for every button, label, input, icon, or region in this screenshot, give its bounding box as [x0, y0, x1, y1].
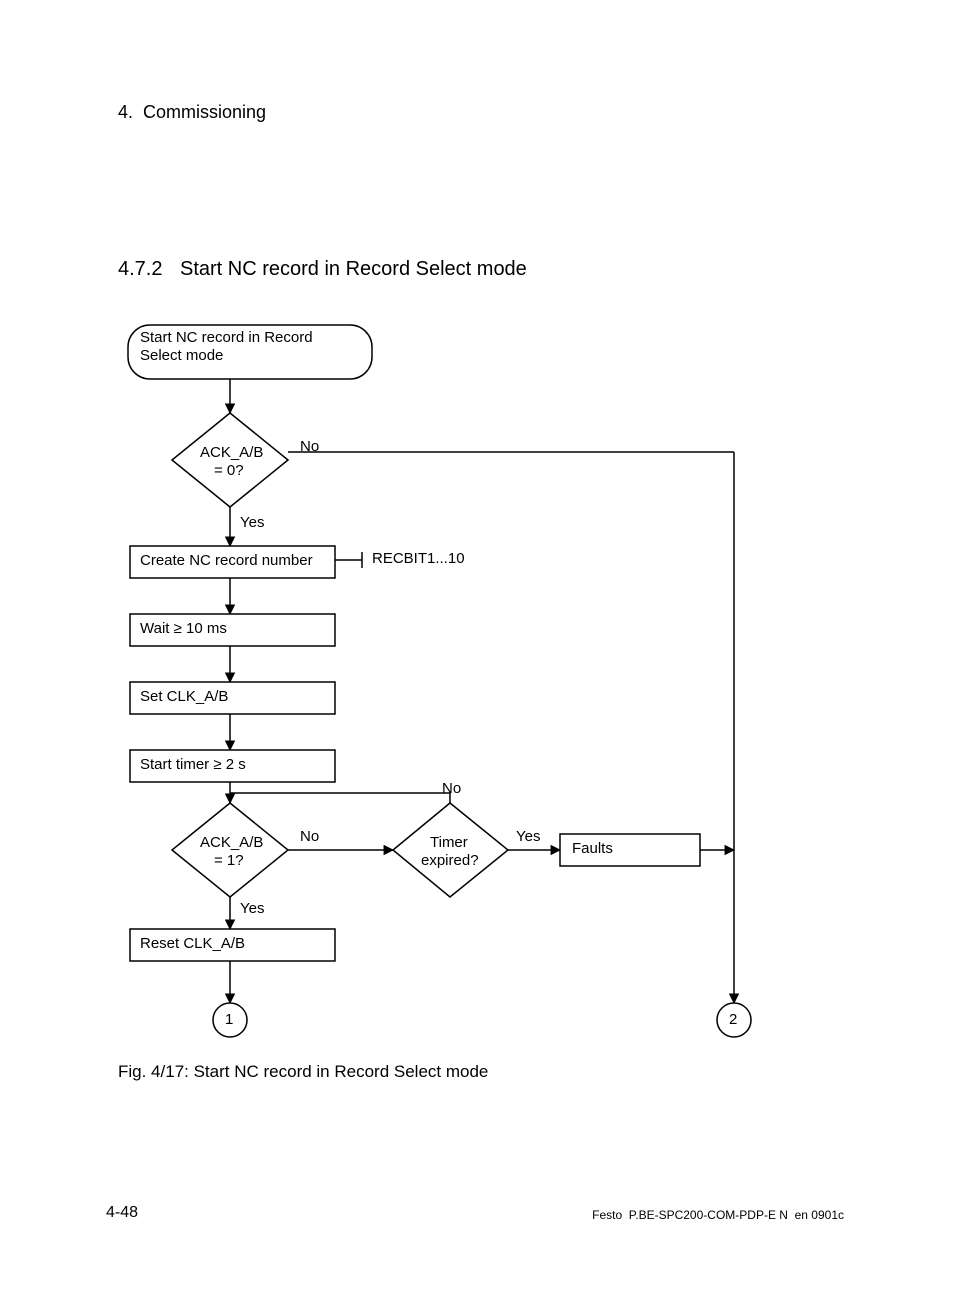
decision2-text-1: ACK_A/B [200, 834, 263, 851]
figure-caption: Fig. 4/17: Start NC record in Record Sel… [118, 1062, 488, 1082]
decision3-yes: Yes [516, 828, 540, 845]
process3-text: Set CLK_A/B [140, 688, 228, 705]
decision1-yes: Yes [240, 514, 264, 531]
decision2-no: No [300, 828, 319, 845]
connector2-text: 2 [729, 1011, 737, 1028]
process1-text: Create NC record number [140, 552, 313, 569]
decision2-yes: Yes [240, 900, 264, 917]
decision3-text-2: expired? [421, 852, 479, 869]
process1-annotation: RECBIT1...10 [372, 550, 465, 567]
terminal-text-1: Start NC record in Record [140, 329, 313, 346]
process6-text: Reset CLK_A/B [140, 935, 245, 952]
flowchart-svg [0, 0, 954, 1306]
doc-id: Festo P.BE-SPC200-COM-PDP-E N en 0901c [592, 1208, 844, 1222]
process5-text: Faults [572, 840, 613, 857]
decision1-text-2: = 0? [214, 462, 244, 479]
process2-text: Wait ≥ 10 ms [140, 620, 227, 637]
decision2-text-2: = 1? [214, 852, 244, 869]
page: 4. Commissioning 4.7.2 Start NC record i… [0, 0, 954, 1306]
decision3-text-1: Timer [430, 834, 468, 851]
terminal-text-2: Select mode [140, 347, 223, 364]
process4-text: Start timer ≥ 2 s [140, 756, 246, 773]
decision3-no: No [442, 780, 461, 797]
decision1-text-1: ACK_A/B [200, 444, 263, 461]
decision1-no: No [300, 438, 319, 455]
connector1-text: 1 [225, 1011, 233, 1028]
page-number: 4-48 [106, 1204, 138, 1222]
